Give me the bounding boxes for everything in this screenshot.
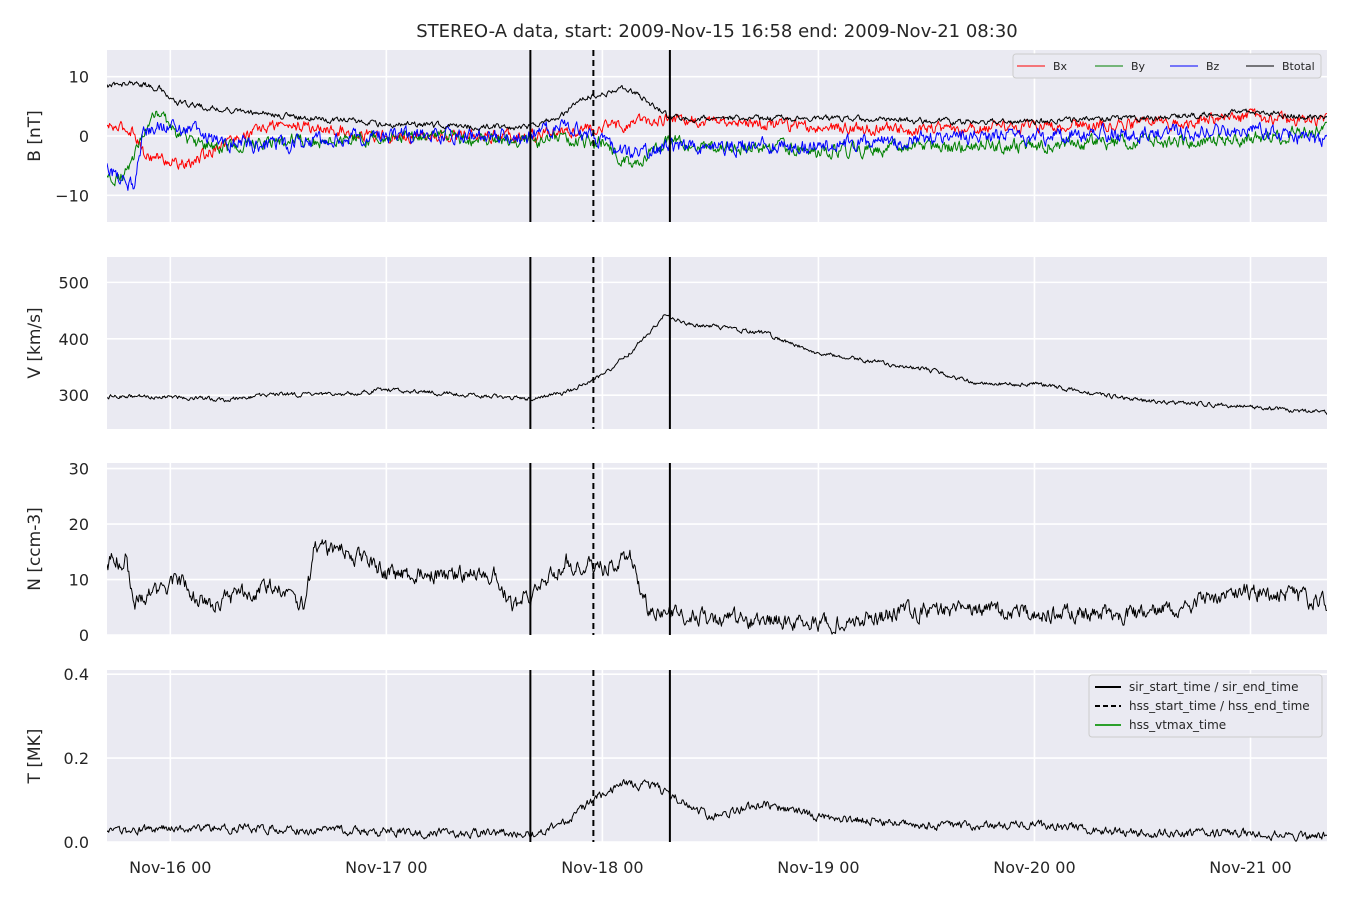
y-tick-label: 0.4 bbox=[64, 665, 89, 684]
legend-label: By bbox=[1131, 60, 1146, 73]
panel-background bbox=[107, 257, 1327, 429]
y-tick-label: 0 bbox=[79, 626, 89, 645]
legend-label: Bz bbox=[1206, 60, 1220, 73]
x-tick-label: Nov-21 00 bbox=[1209, 858, 1291, 877]
legend-label: hss_start_time / hss_end_time bbox=[1129, 699, 1310, 713]
y-axis-label: T [MK] bbox=[25, 729, 45, 785]
legend-b: Bx By Bz Btotal bbox=[1012, 53, 1322, 79]
panel-background bbox=[107, 463, 1327, 635]
y-axis-label: V [km/s] bbox=[25, 307, 45, 378]
panel-V: 500 400 300 V [km/s] bbox=[25, 257, 1327, 429]
series-line-v bbox=[107, 314, 1327, 415]
legend-label: Btotal bbox=[1282, 60, 1315, 73]
y-tick-label: 0.2 bbox=[64, 749, 89, 768]
legend-label: sir_start_time / sir_end_time bbox=[1129, 680, 1299, 694]
legend-label: Bx bbox=[1053, 60, 1068, 73]
series-line-t bbox=[107, 779, 1327, 842]
series-group bbox=[107, 314, 1327, 415]
y-tick-label: 0.0 bbox=[64, 833, 89, 852]
legend-box bbox=[1012, 53, 1322, 79]
y-tick-label: −10 bbox=[55, 186, 89, 205]
legend-label: hss_vtmax_time bbox=[1129, 718, 1226, 732]
y-axis-label: B [nT] bbox=[25, 110, 45, 162]
y-tick-label: 10 bbox=[69, 571, 89, 590]
series-group bbox=[107, 779, 1327, 842]
x-tick-label: Nov-20 00 bbox=[993, 858, 1075, 877]
x-tick-label: Nov-16 00 bbox=[129, 858, 211, 877]
series-line-bz bbox=[107, 119, 1327, 191]
series-group bbox=[107, 80, 1327, 191]
legend-events: sir_start_time / sir_end_time hss_start_t… bbox=[1088, 674, 1323, 738]
series-line-n bbox=[107, 539, 1327, 635]
x-axis-ticks: Nov-16 00 Nov-17 00 Nov-18 00 Nov-19 00 Nov-… bbox=[129, 858, 1292, 877]
series-line-bx bbox=[107, 108, 1327, 170]
y-tick-label: 20 bbox=[69, 515, 89, 534]
x-tick-label: Nov-18 00 bbox=[561, 858, 643, 877]
x-tick-label: Nov-17 00 bbox=[345, 858, 427, 877]
y-tick-label: 10 bbox=[69, 68, 89, 87]
panel-B: 10 0 −10 B [nT] Bx By Bz Btotal bbox=[25, 50, 1327, 222]
y-tick-label: 0 bbox=[79, 127, 89, 146]
y-axis-label: N [ccm-3] bbox=[25, 507, 45, 591]
series-line-btotal bbox=[107, 80, 1327, 131]
legend-box bbox=[1088, 674, 1323, 738]
figure-title: STEREO-A data, start: 2009-Nov-15 16:58 … bbox=[416, 21, 1017, 42]
y-tick-label: 500 bbox=[58, 273, 89, 292]
y-tick-label: 400 bbox=[58, 330, 89, 349]
panel-T: 0.4 0.2 0.0 T [MK] sir_start_time / sir_end_… bbox=[25, 665, 1327, 852]
x-tick-label: Nov-19 00 bbox=[777, 858, 859, 877]
series-group bbox=[107, 539, 1327, 635]
y-tick-label: 30 bbox=[69, 460, 89, 479]
panel-N: 30 20 10 0 N [ccm-3] bbox=[25, 460, 1327, 645]
y-tick-label: 300 bbox=[58, 386, 89, 405]
